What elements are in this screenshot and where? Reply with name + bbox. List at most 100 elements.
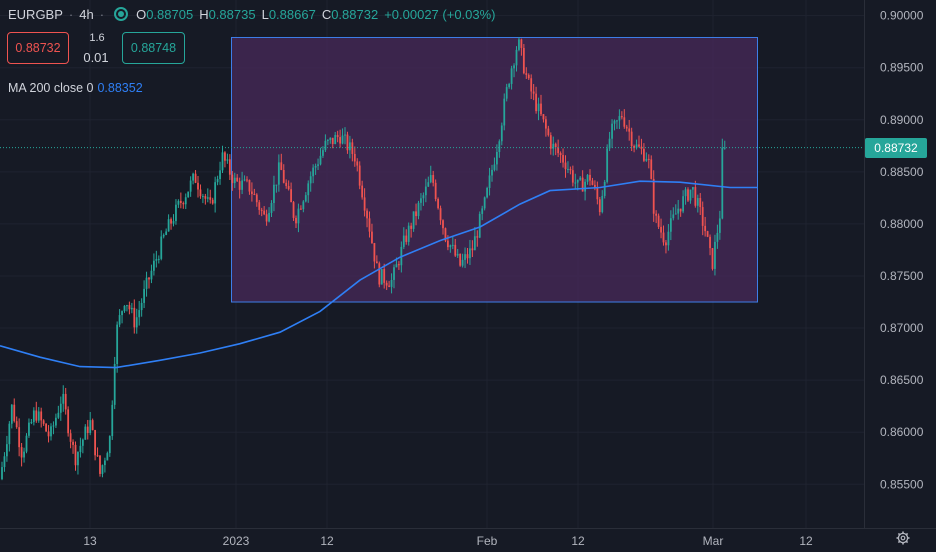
- candle-body: [672, 214, 675, 219]
- time-axis[interactable]: 13 2023 12 Feb 12 Mar 12: [83, 534, 813, 548]
- symbol-name[interactable]: EURGBP: [8, 7, 63, 22]
- candle-body: [723, 147, 726, 149]
- candle-body: [598, 199, 601, 213]
- ma-label: MA 200 close 0: [8, 81, 94, 95]
- candle-body: [643, 148, 645, 161]
- candle-body: [226, 159, 229, 161]
- candle-body: [469, 248, 471, 259]
- quantity-input[interactable]: 0.01: [83, 50, 109, 65]
- change-value: +0.00027 (+0.03%): [384, 7, 496, 22]
- candle-body: [336, 134, 339, 138]
- candle-body: [219, 170, 221, 180]
- candle-body: [503, 98, 506, 126]
- candle-body: [81, 439, 84, 446]
- candle-body: [241, 180, 243, 190]
- candle-body: [153, 260, 155, 271]
- candle-body: [716, 232, 719, 242]
- candle-body: [341, 135, 344, 144]
- candle-body: [471, 248, 474, 251]
- candle-body: [89, 420, 92, 434]
- candle-body: [657, 215, 660, 227]
- time-tick-label: 2023: [223, 534, 250, 548]
- price-tick-label: 0.89500: [880, 61, 924, 75]
- candle-body: [275, 184, 278, 186]
- candle-body: [150, 270, 153, 280]
- candle-body: [591, 180, 594, 185]
- ma-legend[interactable]: MA 200 close 0 0.88352: [8, 81, 143, 95]
- candle-body: [491, 169, 493, 176]
- candle-body: [721, 147, 724, 219]
- candle-body: [170, 219, 172, 224]
- candle-body: [412, 211, 415, 229]
- candle-body: [385, 282, 388, 286]
- buy-button[interactable]: 0.88748: [122, 32, 185, 64]
- candle-body: [177, 200, 180, 205]
- candle-body: [689, 189, 692, 201]
- candle-body: [167, 219, 170, 232]
- candle-body: [567, 168, 569, 170]
- candle-body: [253, 193, 256, 195]
- candle-body: [522, 47, 525, 74]
- candle-body: [709, 236, 711, 249]
- candle-body: [300, 208, 302, 210]
- candle-body: [535, 93, 537, 112]
- interval-label[interactable]: 4h: [79, 7, 94, 22]
- candle-body: [206, 197, 209, 199]
- candle-body: [32, 410, 35, 423]
- candle-body: [248, 179, 251, 192]
- candle-body: [454, 244, 457, 256]
- candle-body: [317, 164, 319, 166]
- sell-button[interactable]: 0.88732: [7, 32, 69, 64]
- candle-body: [667, 231, 670, 246]
- candle-body: [37, 411, 40, 421]
- candle-body: [295, 217, 297, 224]
- candle-body: [157, 258, 160, 260]
- price-axis[interactable]: 0.90000 0.89500 0.89000 0.88500 0.88000 0.875…: [880, 9, 924, 492]
- candle-body: [77, 452, 79, 466]
- candle-body: [616, 120, 618, 122]
- candle-body: [23, 451, 25, 458]
- candle-body: [628, 128, 631, 132]
- candle-body: [669, 218, 672, 232]
- candle-body: [3, 456, 6, 468]
- candle-body: [378, 263, 381, 285]
- candle-body: [96, 455, 99, 457]
- candle-body: [358, 165, 361, 186]
- candle-body: [704, 225, 707, 232]
- candle-body: [620, 116, 623, 118]
- candle-body: [113, 364, 116, 405]
- candle-body: [449, 245, 452, 248]
- candle-body: [618, 116, 621, 121]
- candle-body: [312, 167, 315, 177]
- candle-body: [334, 134, 337, 145]
- candle-body: [175, 204, 177, 222]
- candle-body: [91, 420, 94, 431]
- candle-body: [696, 198, 699, 206]
- candle-body: [57, 412, 60, 418]
- candle-body: [569, 168, 572, 171]
- candle-body: [45, 423, 47, 432]
- candle-body: [148, 277, 150, 280]
- gear-icon[interactable]: [896, 531, 910, 545]
- candle-body: [630, 131, 633, 146]
- legend-separator: ·: [68, 7, 74, 22]
- candle-body: [189, 180, 192, 192]
- candle-body: [464, 254, 466, 260]
- candle-body: [481, 208, 484, 214]
- candle-body: [388, 285, 390, 287]
- candle-body: [532, 91, 535, 94]
- candle-body: [224, 152, 226, 161]
- symbol-legend: EURGBP · 4h · O0.88705 H0.88735 L0.88667 C0.887…: [8, 7, 502, 22]
- legend-separator: ·: [99, 7, 105, 22]
- candle-body: [718, 218, 721, 233]
- candle-body: [432, 175, 435, 183]
- candle-body: [155, 259, 158, 261]
- status-eye-icon[interactable]: [114, 7, 129, 21]
- candle-body: [417, 202, 420, 217]
- candle-body: [351, 142, 354, 154]
- candle-body: [314, 165, 317, 168]
- candle-body: [393, 267, 395, 280]
- candle-body: [530, 78, 533, 92]
- candle-body: [363, 197, 366, 211]
